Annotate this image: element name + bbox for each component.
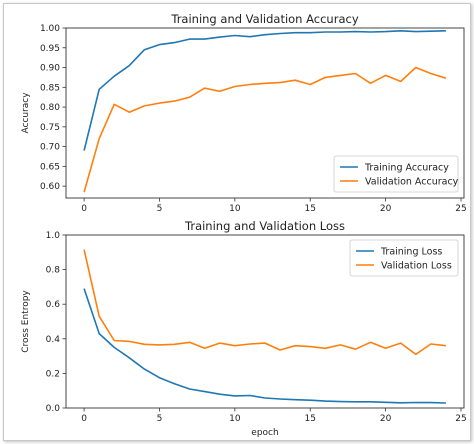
x-axis-label: epoch — [251, 428, 278, 438]
x-tick-label: 20 — [380, 414, 392, 424]
chart-1: Training and Validation Loss 0.0 0.2 0.4 0.6… — [21, 219, 467, 438]
y-tick-label: 1.00 — [40, 24, 60, 34]
figure: Training and Validation Accuracy0.600.65… — [21, 12, 467, 438]
series-line-0 — [83, 29, 446, 151]
series-line-0 — [83, 288, 446, 404]
x-tick-label: 20 — [380, 204, 392, 214]
legend-label-0: Training Loss — [380, 247, 442, 258]
chart-title: Training and Validation Loss — [184, 219, 345, 233]
x-tick-label: 10 — [229, 204, 241, 214]
y-tick-label: 0.0 — [46, 404, 61, 414]
y-tick-label: 0.65 — [40, 162, 60, 172]
y-axis-label: Accuracy — [21, 92, 31, 134]
figure-frame: Training and Validation Accuracy 0.60 0.65… — [3, 3, 471, 441]
series-line-1 — [83, 66, 447, 193]
y-axis-label: Cross Entropy — [21, 290, 31, 353]
legend: Training Loss Validation Loss — [349, 239, 459, 277]
series-line-1 — [83, 249, 446, 356]
y-tick-label: 0.95 — [40, 44, 60, 54]
y-tick-label: 0.8 — [46, 266, 61, 276]
legend-box — [349, 239, 459, 277]
legend-label-0: Training Accuracy — [364, 163, 449, 174]
x-tick-label: 10 — [229, 414, 241, 424]
y-tick-label: 0.70 — [40, 143, 60, 153]
x-tick-label: 15 — [305, 414, 316, 424]
y-tick-label: 0.90 — [40, 64, 60, 74]
y-tick-label: 0.4 — [46, 335, 61, 345]
chart-title: Training and Validation Accuracy — [170, 12, 358, 26]
legend: Training Accuracy Validation Accuracy — [333, 155, 459, 193]
x-tick-label: 0 — [81, 414, 87, 424]
legend-label-1: Validation Accuracy — [365, 177, 459, 188]
y-tick-label: 0.75 — [40, 123, 60, 133]
x-tick-label: 15 — [305, 204, 316, 214]
y-tick-label: 0.6 — [46, 300, 61, 310]
legend-box — [333, 155, 459, 193]
y-tick-label: 1.0 — [46, 231, 61, 241]
y-tick-label: 0.80 — [40, 103, 60, 113]
y-tick-label: 0.85 — [40, 83, 60, 93]
x-tick-label: 25 — [455, 414, 466, 424]
chart-0: Training and Validation Accuracy 0.60 0.65… — [21, 12, 467, 214]
y-tick-label: 0.60 — [40, 182, 60, 192]
x-tick-label: 5 — [157, 414, 163, 424]
x-tick-label: 25 — [455, 204, 466, 214]
x-tick-label: 0 — [81, 204, 87, 214]
legend-label-1: Validation Loss — [381, 261, 452, 272]
y-tick-label: 0.2 — [46, 369, 60, 379]
plot-area — [65, 27, 465, 199]
plot-area — [65, 234, 465, 409]
x-tick-label: 5 — [157, 204, 163, 214]
